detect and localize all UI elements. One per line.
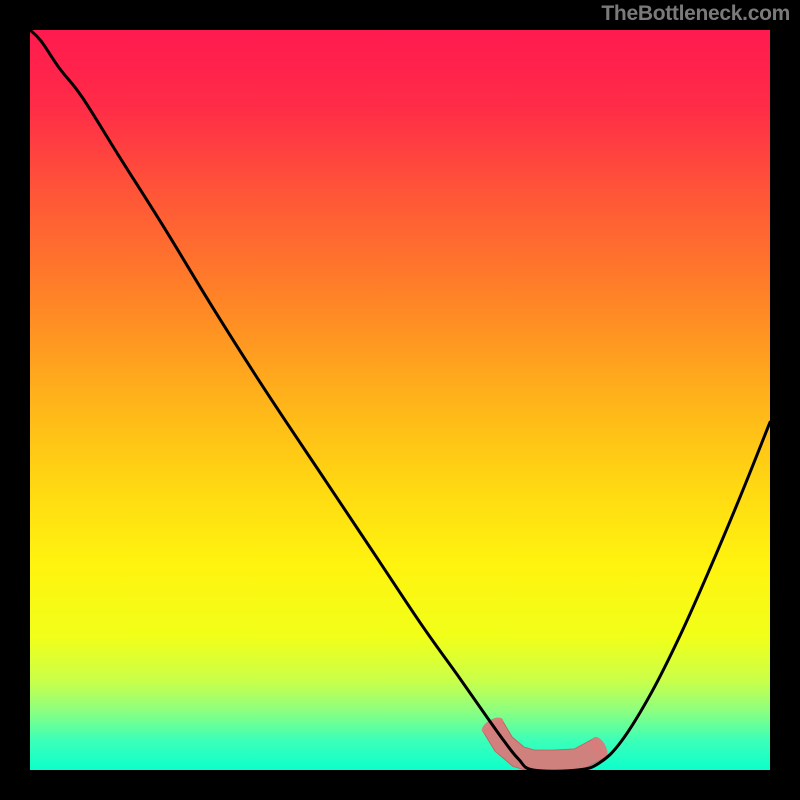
- bottleneck-curve: [30, 30, 770, 770]
- highlight-band: [483, 720, 605, 770]
- bottleneck-chart: [30, 30, 770, 770]
- chart-line-layer: [30, 30, 770, 770]
- watermark-text: TheBottleneck.com: [601, 2, 790, 26]
